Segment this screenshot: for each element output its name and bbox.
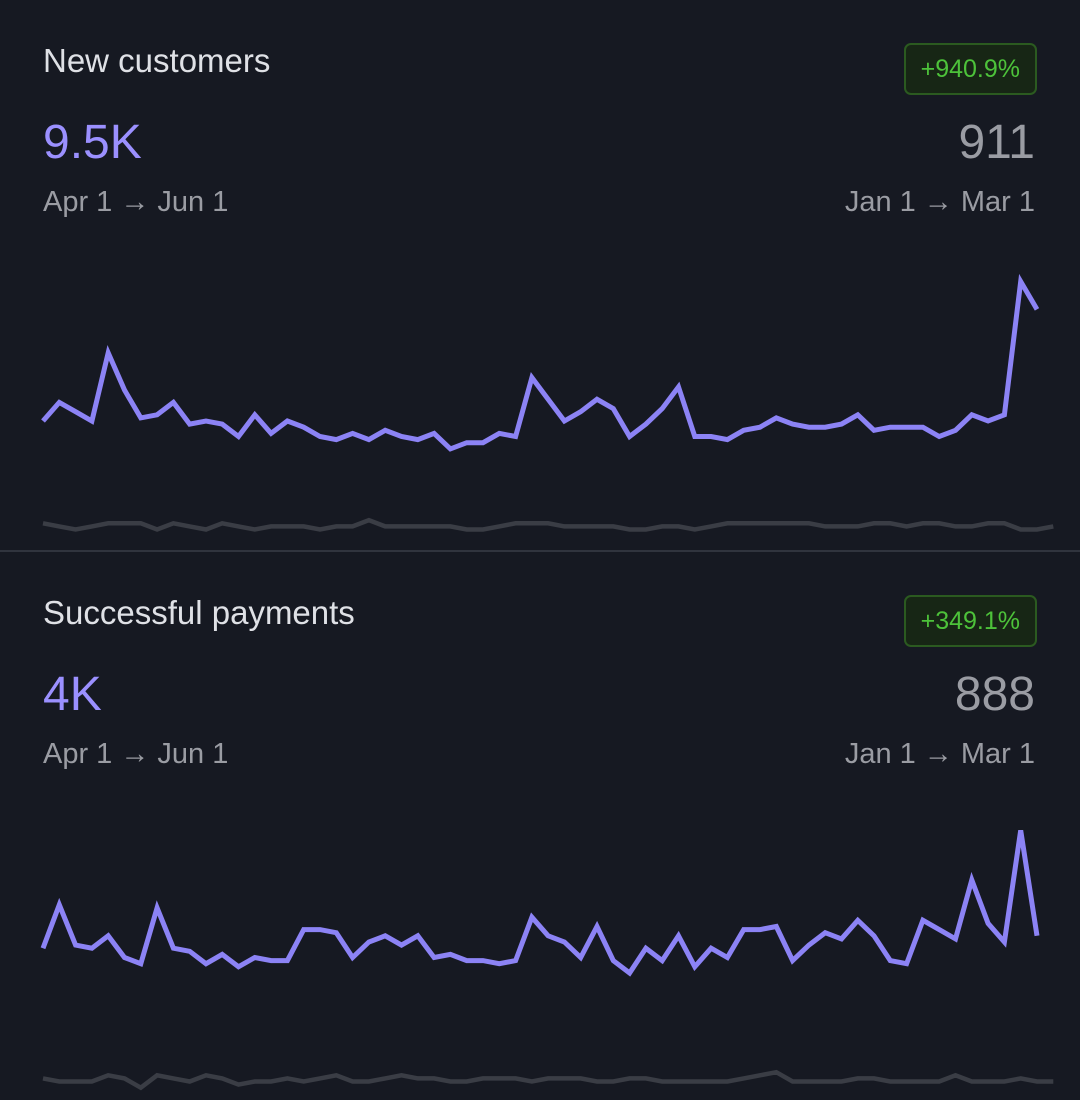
change-badge: +349.1%: [903, 595, 1037, 647]
prior-period-line: [42, 1069, 1054, 1091]
sparkline-chart: [40, 830, 1054, 1091]
current-date-range: Apr 1 → Jun 1: [43, 738, 229, 770]
card-title: Successful payments: [43, 594, 355, 631]
current-value: 9.5K: [43, 116, 142, 169]
current-period-line: [41, 273, 1040, 452]
sparkline-chart: [41, 273, 1054, 532]
prior-value: 888: [954, 668, 1035, 721]
prior-period-line: [42, 517, 1054, 532]
card-successful-payments[interactable]: Successful payments +349.1% 4K 888 Apr 1…: [0, 552, 1080, 1100]
prior-date-range: Jan 1 → Mar 1: [844, 738, 1035, 770]
current-date-range: Apr 1 → Jun 1: [43, 186, 229, 218]
change-badge: +940.9%: [903, 43, 1037, 95]
divider: [0, 550, 1080, 552]
card-new-customers[interactable]: New customers +940.9% 9.5K 911 Apr 1 → J…: [0, 0, 1080, 550]
prior-date-range: Jan 1 → Mar 1: [844, 186, 1035, 218]
card-title: New customers: [43, 42, 271, 79]
current-value: 4K: [43, 668, 102, 721]
current-period-line: [40, 830, 1040, 977]
prior-value: 911: [958, 116, 1035, 169]
